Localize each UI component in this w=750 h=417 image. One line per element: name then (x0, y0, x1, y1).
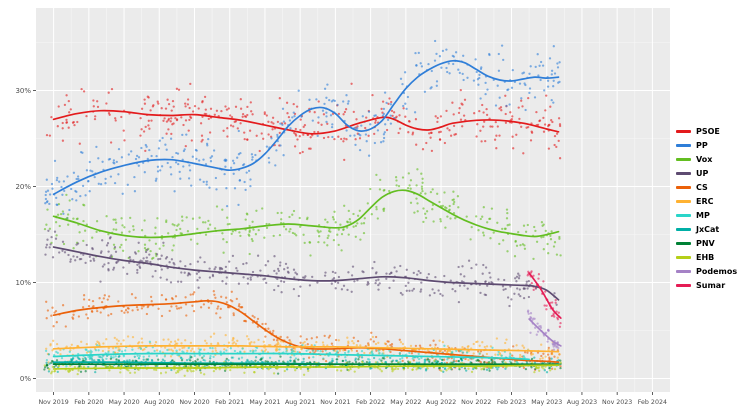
y-tick-label: 30% (15, 87, 31, 95)
trend-line-MP (52, 352, 530, 361)
legend-label: JxCat (696, 224, 720, 234)
x-tick-label: Aug 2020 (144, 399, 174, 406)
legend-label: Sumar (696, 280, 726, 290)
x-tick-label: Aug 2023 (567, 399, 597, 406)
legend-swatch-icon (676, 186, 691, 189)
trend-line-PP (52, 59, 560, 196)
x-tick-label: Nov 2021 (320, 399, 350, 406)
legend-label: CS (696, 182, 708, 192)
x-tick-label: May 2021 (249, 399, 280, 406)
y-tick-label: 20% (15, 183, 31, 191)
legend-label: Vox (696, 154, 713, 164)
legend-item-Sumar: Sumar (676, 280, 748, 290)
x-tick-label: Nov 2020 (179, 399, 209, 406)
legend-label: UP (696, 168, 709, 178)
legend-swatch-icon (676, 172, 691, 175)
legend-label: EHB (696, 252, 715, 262)
legend-item-MP: MP (676, 210, 748, 220)
legend-item-JxCat: JxCat (676, 224, 748, 234)
legend-item-Vox: Vox (676, 154, 748, 164)
legend-item-EHB: EHB (676, 252, 748, 262)
trend-line-Vox (52, 189, 560, 239)
x-tick-label: Feb 2021 (215, 399, 244, 406)
legend-swatch-icon (676, 200, 691, 203)
x-tick-label: May 2022 (390, 399, 421, 406)
trend-line-Podemos (528, 318, 562, 347)
legend-item-Podemos: Podemos (676, 266, 748, 276)
trend-line-PSOE (52, 109, 560, 135)
legend-swatch-icon (676, 242, 691, 245)
trend-line-UP (52, 246, 560, 301)
trend-line-ERC (52, 345, 560, 353)
x-tick-label: Feb 2020 (74, 399, 103, 406)
x-tick-label: May 2020 (109, 399, 140, 406)
legend-label: ERC (696, 196, 714, 206)
legend-swatch-icon (676, 256, 691, 259)
legend-item-CS: CS (676, 182, 748, 192)
trend-lines (52, 59, 562, 370)
x-tick-label: Aug 2022 (426, 399, 456, 406)
x-tick-label: Feb 2024 (638, 399, 667, 406)
legend-swatch-icon (676, 228, 691, 231)
legend-item-PNV: PNV (676, 238, 748, 248)
x-tick-label: May 2023 (531, 399, 562, 406)
x-tick-label: Nov 2022 (461, 399, 491, 406)
axes: 0% 10% 20% 30% Nov 2019 Feb 2020 May 2020 Aug 2… (15, 87, 667, 406)
trend-line-Sumar (528, 272, 562, 319)
legend-label: PP (696, 140, 708, 150)
legend-label: Podemos (696, 266, 738, 276)
legend-swatch-icon (676, 284, 691, 287)
scatter-PSOE (45, 82, 562, 162)
x-tick-label: Feb 2023 (497, 399, 526, 406)
legend-label: PSOE (696, 126, 720, 136)
chart-legend: PSOE PP Vox UP CS ERC MP JxCat PNV EHB Podemos Suma… (676, 0, 750, 417)
legend-swatch-icon (676, 214, 691, 217)
x-tick-label: Feb 2022 (356, 399, 385, 406)
gridlines (36, 8, 670, 392)
legend-item-PSOE: PSOE (676, 126, 748, 136)
scatter-UP (44, 229, 558, 308)
legend-label: PNV (696, 238, 715, 248)
poll-trend-chart: 0% 10% 20% 30% Nov 2019 Feb 2020 May 2020 Aug 2… (15, 8, 670, 406)
legend-item-PP: PP (676, 140, 748, 150)
legend-swatch-icon (676, 158, 691, 161)
y-tick-label: 10% (15, 279, 31, 287)
trend-line-CS (52, 299, 560, 364)
legend-item-ERC: ERC (676, 196, 748, 206)
legend-item-UP: UP (676, 168, 748, 178)
legend-swatch-icon (676, 270, 691, 273)
x-tick-label: Aug 2021 (285, 399, 315, 406)
scatter-points (43, 39, 562, 377)
legend-swatch-icon (676, 144, 691, 147)
y-tick-label: 0% (20, 375, 31, 383)
legend-label: MP (696, 210, 710, 220)
x-tick-label: Nov 2023 (602, 399, 632, 406)
trend-line-EHB (52, 364, 560, 370)
legend-swatch-icon (676, 130, 691, 133)
x-tick-label: Nov 2019 (38, 399, 68, 406)
scatter-Podemos (526, 309, 560, 351)
